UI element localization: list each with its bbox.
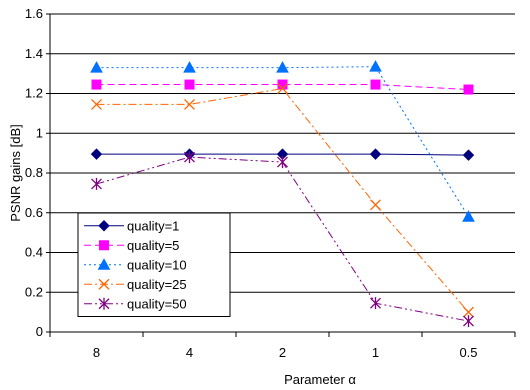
series-quality-50: [91, 151, 474, 328]
data-point: [184, 151, 195, 164]
series-quality-25: [91, 83, 474, 318]
data-point: [184, 79, 195, 90]
data-point: [91, 98, 102, 110]
data-point: [370, 297, 381, 310]
data-point: [277, 83, 288, 94]
series-line: [96, 84, 469, 91]
legend-label: quality=5: [127, 238, 179, 253]
y-tick-label: 0.2: [25, 284, 43, 299]
y-tick-label: 1: [36, 125, 43, 140]
legend-item: quality=5: [84, 238, 179, 253]
data-point: [369, 60, 382, 72]
x-axis-title: Parameter α: [284, 372, 356, 387]
legend-label: quality=1: [127, 218, 179, 233]
data-point: [277, 156, 288, 169]
y-tick-label: 1.2: [25, 86, 43, 101]
y-tick-label: 1.4: [25, 46, 43, 61]
data-point: [97, 258, 111, 270]
data-point: [370, 199, 381, 211]
series-group: [90, 60, 475, 328]
data-point: [99, 240, 109, 251]
x-tick-labels: 8 4 2 1 0.5: [93, 345, 478, 360]
data-point: [184, 98, 195, 110]
y-tick-label: 0: [36, 324, 43, 339]
legend-label: quality=25: [127, 277, 187, 292]
y-tick-label: 0.4: [25, 245, 43, 260]
x-tick-label: 0.5: [459, 345, 477, 360]
legend: quality=1 quality=5 quality=10 quality=25 qu…: [77, 212, 231, 317]
data-point: [90, 148, 103, 160]
legend-label: quality=50: [127, 296, 187, 311]
data-point: [462, 149, 475, 161]
series-quality-5: [91, 79, 474, 95]
x-tick-label: 1: [372, 345, 379, 360]
legend-item: quality=10: [84, 257, 187, 272]
legend-label: quality=10: [127, 257, 187, 272]
data-point: [370, 79, 381, 90]
y-tick-label: 1.6: [25, 6, 43, 21]
data-point: [462, 210, 475, 222]
x-tick-label: 4: [186, 345, 193, 360]
data-point: [98, 278, 110, 290]
axes: [46, 13, 516, 337]
data-point: [463, 315, 474, 328]
y-tick-label: 0.6: [25, 205, 43, 220]
y-tick-label: 0.8: [25, 165, 43, 180]
y-tick-labels: 0 0.2 0.4 0.6 0.8 1 1.2 1.4 1.6: [25, 6, 43, 339]
y-axis-title: PSNR gains [dB]: [8, 124, 23, 222]
data-point: [91, 79, 102, 90]
data-point: [463, 306, 474, 318]
data-point: [98, 220, 110, 232]
legend-item: quality=50: [84, 296, 187, 311]
legend-item: quality=1: [84, 218, 179, 233]
data-point: [90, 61, 103, 73]
data-point: [98, 297, 110, 310]
data-point: [183, 61, 196, 73]
x-tick-label: 2: [279, 345, 286, 360]
series-quality-10: [90, 60, 475, 222]
data-point: [463, 84, 474, 95]
x-tick-label: 8: [93, 345, 100, 360]
data-point: [369, 148, 382, 160]
data-point: [276, 61, 289, 73]
data-point: [91, 177, 102, 190]
legend-item: quality=25: [84, 277, 187, 292]
